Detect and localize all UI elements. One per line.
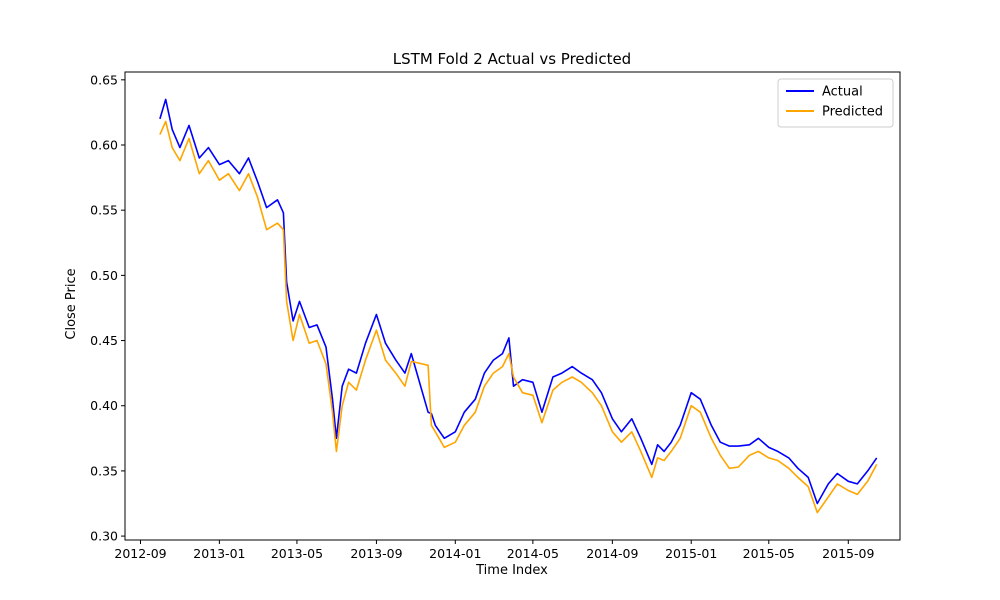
y-tick-label: 0.30 (90, 529, 118, 544)
x-tick-label: 2012-09 (114, 546, 166, 561)
x-tick-label: 2013-05 (271, 546, 323, 561)
legend-predicted-label: Predicted (822, 105, 883, 120)
y-tick-label: 0.55 (90, 203, 118, 218)
x-axis-ticks: 2012-09 2013-01 2013-05 2013-09 2014-01 2014-… (114, 540, 874, 561)
x-tick-label: 2014-09 (586, 546, 638, 561)
x-tick-label: 2015-05 (743, 546, 795, 561)
x-tick-label: 2013-01 (193, 546, 245, 561)
plot-frame (124, 71, 901, 541)
x-tick-label: 2015-09 (822, 546, 874, 561)
y-axis-label: Close Price (64, 268, 79, 339)
y-tick-label: 0.50 (90, 268, 118, 283)
plot-area (125, 72, 900, 540)
y-axis-ticks: 0.30 0.35 0.40 0.45 0.50 0.55 0.60 0.65 (90, 72, 125, 544)
y-tick-label: 0.60 (90, 138, 118, 153)
x-tick-label: 2013-09 (350, 546, 402, 561)
x-tick-label: 2014-05 (507, 546, 559, 561)
series-line-predicted (159, 120, 878, 514)
series-line-actual (159, 98, 878, 505)
x-tick-label: 2014-01 (429, 546, 481, 561)
y-tick-label: 0.35 (90, 463, 118, 478)
legend-actual-label: Actual (822, 85, 863, 100)
legend: Actual Predicted (777, 78, 894, 128)
x-axis-label: Time Index (475, 563, 548, 578)
y-tick-label: 0.45 (90, 333, 118, 348)
x-tick-label: 2015-01 (665, 546, 717, 561)
lines-layer (159, 98, 878, 514)
y-tick-label: 0.40 (90, 398, 118, 413)
chart-title: LSTM Fold 2 Actual vs Predicted (393, 50, 631, 68)
y-tick-label: 0.65 (90, 72, 118, 87)
